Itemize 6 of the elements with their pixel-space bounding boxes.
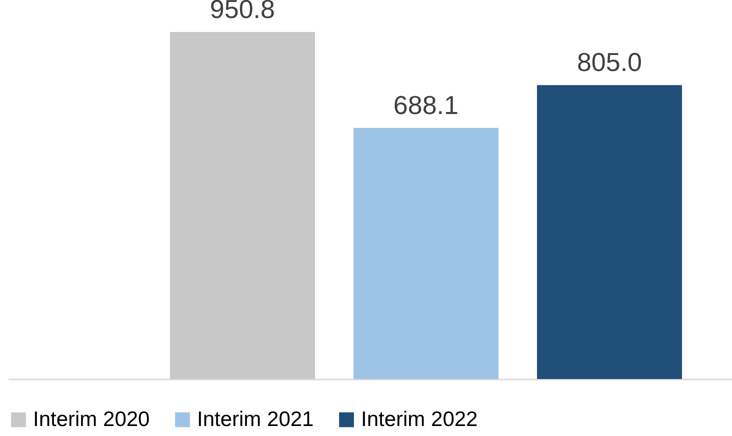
data-label: 688.1 [393,90,458,120]
legend-label: Interim 2020 [33,408,150,431]
legend-label: Interim 2021 [197,408,314,431]
data-label: 950.8 [210,0,275,24]
legend-label: Interim 2022 [361,408,478,431]
data-label: 805.0 [576,47,642,78]
